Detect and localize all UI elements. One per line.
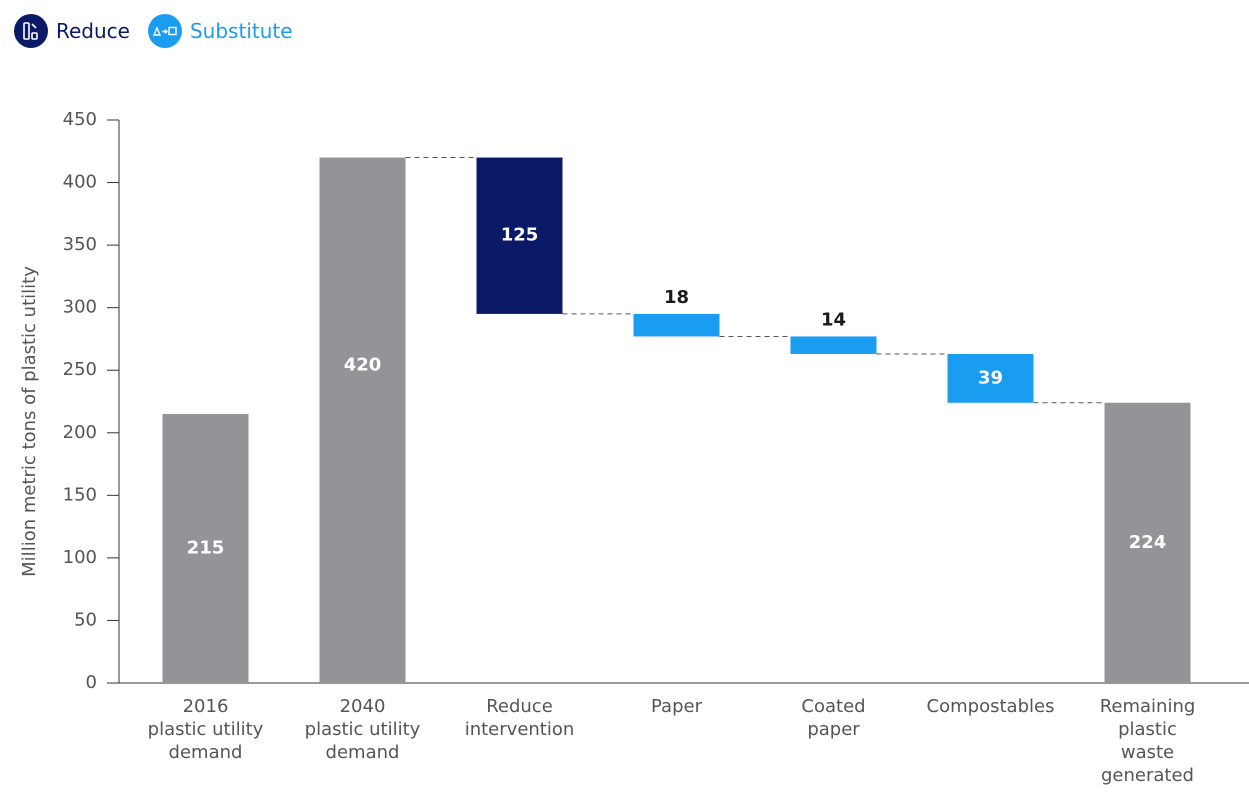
x-tick-label-line: plastic utility bbox=[148, 719, 264, 740]
x-tick-label-line: Remaining bbox=[1100, 696, 1196, 717]
x-tick-label: 2040 plastic utility demand bbox=[305, 696, 421, 763]
x-tick-label-line: generated bbox=[1101, 765, 1194, 786]
data-label: 215 bbox=[187, 538, 225, 559]
x-tick-label: Reduce intervention bbox=[465, 696, 575, 740]
bar bbox=[319, 157, 406, 684]
x-tick-label-line: demand bbox=[326, 742, 400, 763]
reduce-icon bbox=[14, 14, 48, 48]
x-tick-label-line: Reduce bbox=[486, 696, 553, 717]
x-tick-label-line: demand bbox=[169, 742, 243, 763]
bar bbox=[633, 313, 720, 337]
bar bbox=[162, 414, 249, 683]
data-label: 224 bbox=[1129, 532, 1167, 553]
bar bbox=[790, 336, 877, 354]
y-tick-label: 200 bbox=[63, 422, 97, 443]
data-label: 18 bbox=[664, 287, 689, 308]
x-tick-label-line: plastic bbox=[1118, 719, 1177, 740]
bar bbox=[476, 157, 563, 314]
legend-label-reduce: Reduce bbox=[56, 19, 130, 43]
x-tick-label-line: waste bbox=[1121, 742, 1174, 763]
x-tick-label: 2016 plastic utility demand bbox=[148, 696, 264, 763]
y-axis-title: Million metric tons of plastic utility bbox=[19, 266, 40, 577]
y-tick-label: 400 bbox=[63, 172, 97, 193]
bar bbox=[1104, 402, 1191, 683]
y-tick-label: 300 bbox=[63, 297, 97, 318]
y-tick-label: 250 bbox=[63, 359, 97, 380]
y-tick-label: 350 bbox=[63, 234, 97, 255]
x-tick-label: Coated paper bbox=[801, 696, 865, 740]
x-tick-label-line: intervention bbox=[465, 719, 575, 740]
x-tick-label-line: plastic utility bbox=[305, 719, 421, 740]
data-label: 14 bbox=[821, 309, 846, 330]
legend-label-substitute: Substitute bbox=[189, 19, 293, 43]
x-tick-label-line: Coated bbox=[801, 696, 865, 717]
legend-item-reduce: Reduce bbox=[14, 14, 130, 48]
x-tick-label-line: Compostables bbox=[927, 696, 1055, 717]
legend-item-substitute: Substitute bbox=[147, 14, 293, 48]
bar bbox=[947, 353, 1034, 403]
x-tick-label-line: 2016 bbox=[183, 696, 229, 717]
x-tick-label-line: paper bbox=[807, 719, 860, 740]
data-label: 125 bbox=[501, 225, 539, 246]
x-tick-label-line: 2040 bbox=[340, 696, 386, 717]
x-tick-label: Paper bbox=[651, 696, 703, 717]
x-tick-label-line: Paper bbox=[651, 696, 703, 717]
data-label: 420 bbox=[344, 354, 382, 375]
y-tick-label: 150 bbox=[63, 484, 97, 505]
data-label: 39 bbox=[978, 367, 1003, 388]
y-tick-label: 100 bbox=[63, 547, 97, 568]
x-tick-label: Compostables bbox=[927, 696, 1055, 717]
substitute-icon bbox=[147, 14, 182, 48]
y-tick-label: 50 bbox=[74, 609, 97, 630]
legend: Reduce Substitute bbox=[14, 14, 311, 48]
y-tick-label: 0 bbox=[86, 672, 97, 693]
x-tick-label: Remaining plastic waste generated bbox=[1100, 696, 1196, 786]
y-tick-label: 450 bbox=[63, 109, 97, 130]
